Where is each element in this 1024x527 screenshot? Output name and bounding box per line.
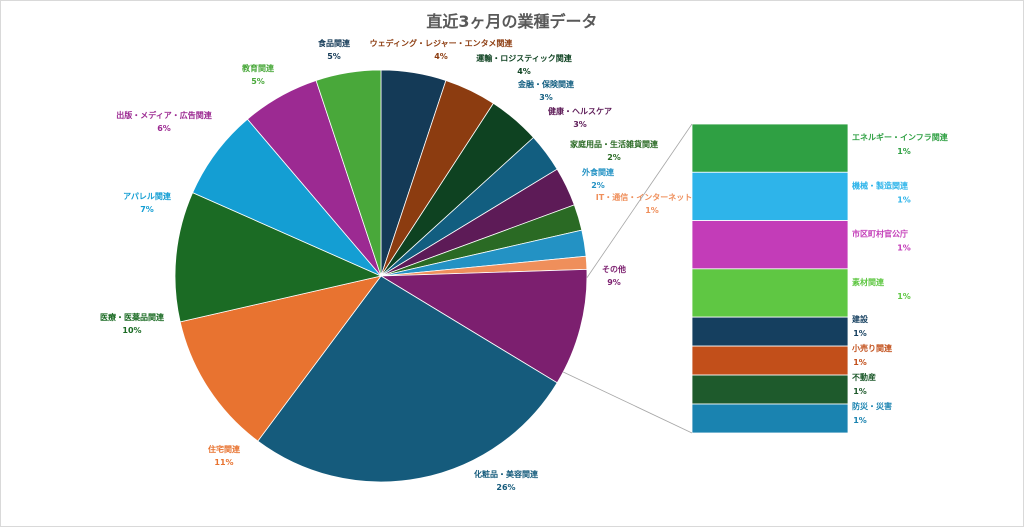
bar-segment: [691, 316, 849, 347]
pie-slice: [315, 69, 382, 277]
segment-percent: 1%: [897, 147, 911, 156]
segment-percent: 1%: [897, 195, 911, 204]
slice-label: 化粧品・美容関連: [474, 469, 539, 479]
connector-line: [563, 371, 693, 434]
slice-percent: 4%: [434, 52, 448, 61]
slice-percent: 3%: [573, 120, 587, 129]
bar-segment: [691, 345, 849, 376]
pie-slice: [257, 275, 558, 483]
slice-percent: 26%: [496, 483, 515, 492]
segment-percent: 1%: [853, 329, 867, 338]
segment-percent: 1%: [853, 416, 867, 425]
slice-label: 家庭用品・生活雑貨関連: [570, 139, 659, 149]
slice-percent: 9%: [607, 278, 621, 287]
connector-line: [586, 123, 693, 278]
slice-label: ウェディング・レジャー・エンタメ関連: [370, 38, 514, 48]
chart-title: 直近3ヶ月の業種データ: [426, 12, 598, 31]
pie-slice: [174, 192, 383, 323]
slice-percent: 1%: [645, 206, 659, 215]
segment-label: 市区町村官公庁: [852, 229, 908, 239]
slice-percent: 2%: [591, 181, 605, 190]
slice-percent: 5%: [251, 77, 265, 86]
slice-percent: 6%: [157, 124, 171, 133]
slice-label: 食品関連: [318, 38, 351, 48]
slice-label: 医療・医薬品関連: [100, 312, 165, 322]
slice-percent: 5%: [327, 52, 341, 61]
bar-segment: [691, 268, 849, 318]
bar-segment: [691, 374, 849, 405]
segment-percent: 1%: [897, 244, 911, 253]
slice-label: 運輸・ロジスティック関連: [476, 53, 573, 63]
slice-percent: 7%: [140, 205, 154, 214]
bar-segment: [691, 123, 849, 173]
segment-percent: 1%: [853, 358, 867, 367]
pie-slice: [179, 275, 382, 442]
slice-percent: 3%: [539, 93, 553, 102]
slice-percent: 4%: [517, 67, 531, 76]
slice-label: アパレル関連: [123, 191, 172, 201]
bar-segment: [691, 171, 849, 221]
segment-percent: 1%: [853, 387, 867, 396]
slice-label: 住宅関連: [208, 444, 241, 454]
pie-slice: [379, 268, 588, 384]
segment-label: 不動産: [852, 372, 876, 382]
slice-label: その他: [602, 264, 626, 274]
segment-label: 小売り関連: [851, 343, 893, 353]
slice-label: 金融・保険関連: [517, 79, 575, 89]
bar-segment: [691, 403, 849, 434]
slice-percent: 10%: [122, 326, 141, 335]
segment-label: 素材関連: [852, 277, 885, 287]
slice-label: 教育関連: [241, 63, 275, 73]
slice-label: 外食関連: [582, 167, 615, 177]
segment-percent: 1%: [897, 292, 911, 301]
bar-segment: [691, 220, 849, 270]
slice-label: IT・通信・インターネット関連: [596, 192, 709, 202]
slice-percent: 11%: [214, 458, 233, 467]
slice-label: 出版・メディア・広告関連: [116, 110, 212, 120]
segment-label: 機械・製造関連: [852, 180, 909, 190]
slice-percent: 2%: [607, 153, 621, 162]
segment-label: 建設: [851, 314, 869, 324]
segment-label: エネルギー・インフラ関連: [852, 132, 949, 142]
slice-label: 健康・ヘルスケア: [548, 106, 612, 116]
segment-label: 防災・災害: [852, 401, 892, 411]
